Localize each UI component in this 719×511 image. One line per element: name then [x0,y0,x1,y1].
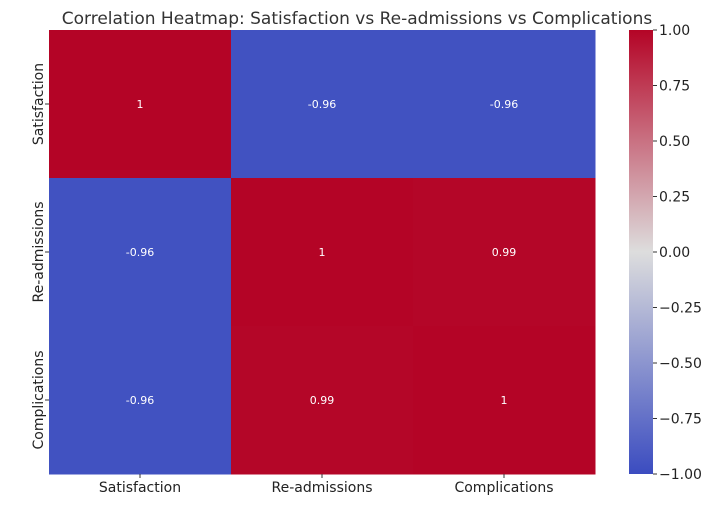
heatmap-cell [413,178,596,327]
colorbar-tick-label: −1.00 [659,467,702,483]
heatmap-cell [231,30,414,179]
heatmap-cells [49,30,596,475]
cell-value-label: 1 [137,98,144,111]
heatmap-cell [49,326,232,475]
colorbar-tick-label: 0.00 [659,245,690,261]
y-tick-label: Re-admissions [31,202,47,303]
cell-value-label: -0.96 [126,246,154,259]
cell-value-label: 0.99 [310,394,335,407]
cell-value-label: 0.99 [492,246,517,259]
colorbar-gradient [629,30,653,474]
x-tick-label: Re-admissions [272,480,373,496]
x-tick-label: Satisfaction [99,480,181,496]
heatmap-cell [413,326,596,475]
colorbar-tick-label: −0.25 [659,301,702,317]
colorbar-tick-label: 0.75 [659,79,690,95]
heatmap-cell [49,30,232,179]
colorbar-tick-label: 0.50 [659,134,690,150]
y-tick-label: Satisfaction [31,63,47,145]
cell-value-label: 1 [501,394,508,407]
cell-value-label: -0.96 [490,98,518,111]
y-axis: Satisfaction Re-admissions Complications [31,63,49,450]
x-tick-label: Complications [454,480,553,496]
colorbar-tick-label: 0.25 [659,190,690,206]
chart-title: Correlation Heatmap: Satisfaction vs Re-… [62,9,653,29]
cell-value-label: -0.96 [308,98,336,111]
colorbar-tick-label: 1.00 [659,23,690,39]
x-axis: Satisfaction Re-admissions Complications [99,474,554,496]
cell-value-label: 1 [319,246,326,259]
heatmap-cell-labels: 1 -0.96 -0.96 -0.96 1 0.99 -0.96 0.99 1 [126,98,518,407]
heatmap-cell [231,178,414,327]
cell-value-label: -0.96 [126,394,154,407]
heatmap-cell [413,30,596,179]
heatmap-cell [49,178,232,327]
y-tick-label: Complications [31,350,47,449]
colorbar-tick-label: −0.75 [659,412,702,428]
colorbar-tick-label: −0.50 [659,356,702,372]
heatmap-cell [231,326,414,475]
colorbar: 1.00 0.75 0.50 0.25 0.00 −0.25 −0.50 −0.75 −1.00 [629,23,702,483]
